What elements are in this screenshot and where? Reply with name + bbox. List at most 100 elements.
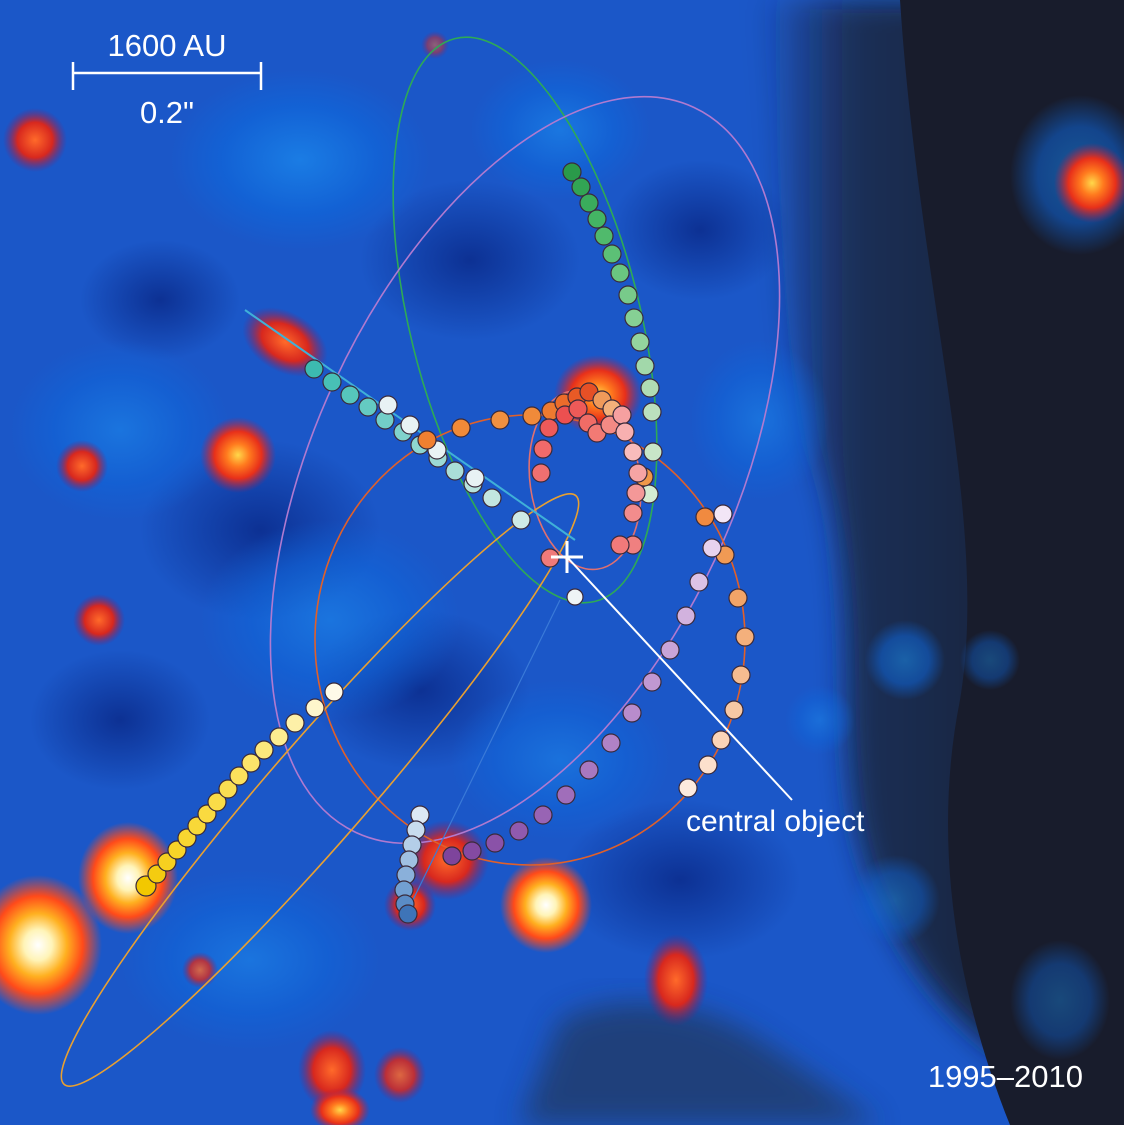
pointer-line [566, 556, 793, 801]
track-cyan [304, 359, 584, 606]
position-dot [522, 406, 542, 426]
position-dot [482, 488, 502, 508]
position-dot [676, 606, 696, 626]
position-dot [624, 308, 644, 328]
position-dot [587, 209, 607, 229]
position-dot [485, 833, 505, 853]
position-dot [400, 415, 420, 435]
position-dot [340, 385, 360, 405]
position-dot [568, 399, 588, 419]
position-dot [695, 507, 715, 527]
position-dot [678, 778, 698, 798]
position-dot [724, 700, 744, 720]
scale-bar: 1600 AU 0.2" [71, 28, 263, 130]
orbit-gold [60, 493, 580, 1087]
background-stars [0, 31, 1124, 1125]
star [73, 594, 125, 646]
position-dot [702, 538, 722, 558]
position-dot [728, 588, 748, 608]
position-dot [451, 418, 471, 438]
position-dot [640, 378, 660, 398]
track-green [562, 162, 663, 504]
star [200, 417, 276, 493]
position-dot [465, 468, 485, 488]
position-dot [531, 463, 551, 483]
position-dot [642, 402, 662, 422]
central-object-label: central object [686, 805, 865, 838]
position-dot [579, 193, 599, 213]
track-blue [394, 805, 430, 924]
position-dot [533, 805, 553, 825]
track-yellow [135, 682, 344, 897]
position-dot [618, 285, 638, 305]
star-tracks [135, 162, 755, 924]
star [310, 1088, 370, 1125]
position-dot [207, 792, 227, 812]
star [182, 952, 218, 988]
star [1054, 143, 1124, 223]
position-dot [626, 483, 646, 503]
position-dot [533, 439, 553, 459]
star [242, 307, 328, 377]
position-dot [594, 226, 614, 246]
position-dot [571, 177, 591, 197]
position-dot [643, 442, 663, 462]
position-dot [622, 703, 642, 723]
position-dot [698, 755, 718, 775]
position-dot [442, 846, 462, 866]
position-dot [511, 510, 531, 530]
position-dot [305, 698, 325, 718]
date-range-label: 1995–2010 [928, 1059, 1083, 1094]
star [78, 822, 178, 934]
position-dot [689, 572, 709, 592]
position-dot [445, 461, 465, 481]
star [500, 857, 592, 953]
position-dot [566, 588, 584, 606]
position-dot [324, 682, 344, 702]
position-dot [285, 713, 305, 733]
position-dot [462, 841, 482, 861]
position-dot [623, 442, 643, 462]
position-dot [579, 760, 599, 780]
position-dot [610, 535, 630, 555]
position-dot [556, 785, 576, 805]
orbit-blue [407, 599, 561, 911]
scale-angle-label: 0.2" [140, 95, 194, 130]
star [421, 31, 449, 59]
position-dot [539, 418, 559, 438]
star [0, 875, 102, 1015]
position-dot [509, 821, 529, 841]
position-dot [713, 504, 733, 524]
central-object-marker [551, 541, 793, 801]
position-dot [358, 397, 378, 417]
position-dot [610, 263, 630, 283]
position-dot [490, 410, 510, 430]
position-dot [601, 733, 621, 753]
track-pink [531, 399, 648, 568]
position-dot [612, 405, 632, 425]
position-dot [731, 665, 751, 685]
position-dot [218, 779, 238, 799]
position-dot [628, 463, 648, 483]
position-dot [254, 740, 274, 760]
star [374, 1047, 426, 1103]
position-dot [562, 162, 582, 182]
position-dot [417, 430, 437, 450]
star [3, 108, 67, 172]
position-dot [229, 766, 249, 786]
star [56, 440, 108, 492]
position-dot [623, 503, 643, 523]
position-dot [304, 359, 324, 379]
position-dot [322, 372, 342, 392]
position-dot [241, 753, 261, 773]
position-dot [602, 244, 622, 264]
position-dot [711, 730, 731, 750]
track-violet [442, 504, 733, 866]
position-dot [269, 727, 289, 747]
star [644, 934, 708, 1026]
position-dot [630, 332, 650, 352]
position-dot [660, 640, 680, 660]
position-dot [615, 422, 635, 442]
position-dot [635, 356, 655, 376]
